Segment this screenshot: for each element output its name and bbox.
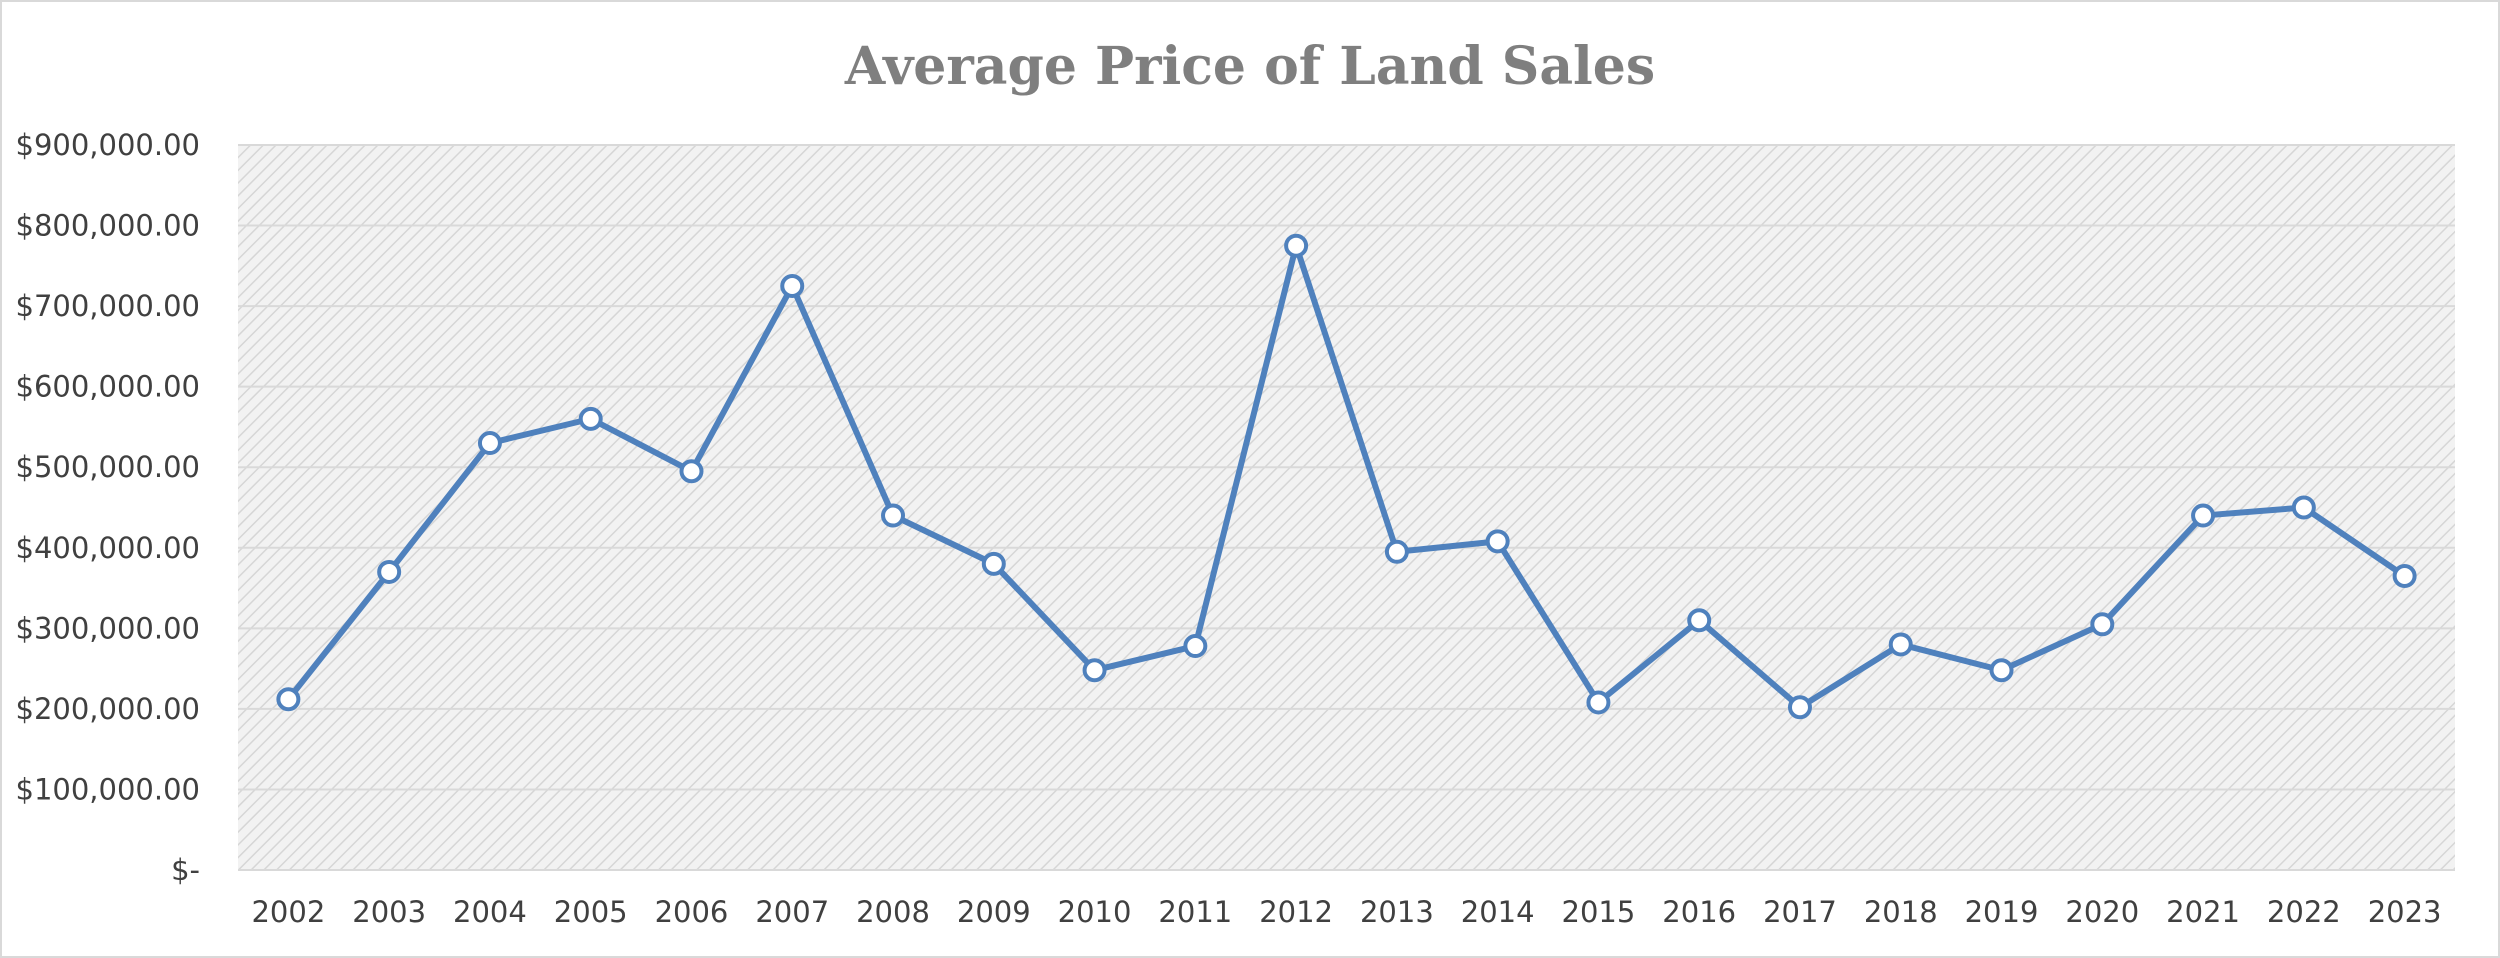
data-point-2002[interactable] xyxy=(276,687,301,712)
x-tick-label: 2008 xyxy=(856,895,930,929)
x-tick-label: 2013 xyxy=(1360,895,1434,929)
data-point-2017[interactable] xyxy=(1787,695,1812,720)
x-tick-label: 2018 xyxy=(1864,895,1938,929)
x-tick-label: 2004 xyxy=(453,895,527,929)
data-point-2005[interactable] xyxy=(578,406,603,431)
chart-title: Average Price of Land Sales xyxy=(844,36,1655,97)
data-point-2023[interactable] xyxy=(2392,563,2417,588)
data-point-2008[interactable] xyxy=(881,503,906,528)
data-point-2012[interactable] xyxy=(1284,233,1309,258)
x-tick-label: 2009 xyxy=(957,895,1031,929)
x-tick-label: 2016 xyxy=(1662,895,1736,929)
data-point-2013[interactable] xyxy=(1384,539,1409,564)
plot-area xyxy=(238,145,2455,870)
data-point-2011[interactable] xyxy=(1183,634,1208,659)
data-point-2009[interactable] xyxy=(981,551,1006,576)
y-tick-label: $400,000.00 xyxy=(16,531,201,565)
x-tick-label: 2006 xyxy=(655,895,729,929)
data-point-2019[interactable] xyxy=(1989,658,2014,683)
x-axis-tick-labels: 2002 2003 2004 2005 2006 2007 2008 2009 2010 2011… xyxy=(251,895,2441,929)
y-tick-label: $500,000.00 xyxy=(16,450,201,484)
y-tick-label: $900,000.00 xyxy=(16,128,201,162)
y-tick-label: $300,000.00 xyxy=(16,611,201,645)
x-tick-label: 2019 xyxy=(1965,895,2039,929)
x-tick-label: 2022 xyxy=(2267,895,2341,929)
data-point-2004[interactable] xyxy=(477,431,502,456)
x-tick-label: 2020 xyxy=(2065,895,2139,929)
x-tick-label: 2021 xyxy=(2166,895,2240,929)
x-tick-label: 2005 xyxy=(554,895,628,929)
data-point-2015[interactable] xyxy=(1586,690,1611,715)
y-tick-label: $700,000.00 xyxy=(16,289,201,323)
data-point-2020[interactable] xyxy=(2090,612,2115,637)
y-axis-tick-labels: $- $100,000.00 $200,000.00 $300,000.00 $400,… xyxy=(16,128,201,887)
data-point-2018[interactable] xyxy=(1888,632,1913,657)
data-point-2007[interactable] xyxy=(780,273,805,298)
series-line xyxy=(285,242,2408,711)
x-tick-label: 2002 xyxy=(251,895,325,929)
data-point-2014[interactable] xyxy=(1485,529,1510,554)
y-tick-label: $200,000.00 xyxy=(16,692,201,726)
data-point-2010[interactable] xyxy=(1082,658,1107,683)
series-group xyxy=(276,233,2417,720)
data-point-2021[interactable] xyxy=(2191,503,2216,528)
x-tick-label: 2015 xyxy=(1562,895,1636,929)
x-tick-label: 2007 xyxy=(755,895,829,929)
data-point-2022[interactable] xyxy=(2291,495,2316,520)
y-tick-label: $- xyxy=(171,853,200,887)
x-tick-label: 2014 xyxy=(1461,895,1535,929)
x-tick-label: 2023 xyxy=(2368,895,2442,929)
data-point-2003[interactable] xyxy=(377,559,402,584)
data-point-2006[interactable] xyxy=(679,459,704,484)
y-tick-label: $800,000.00 xyxy=(16,209,201,243)
x-tick-label: 2012 xyxy=(1259,895,1333,929)
x-tick-label: 2011 xyxy=(1158,895,1232,929)
gridlines xyxy=(238,144,2455,871)
x-tick-label: 2017 xyxy=(1763,895,1837,929)
x-tick-label: 2003 xyxy=(352,895,426,929)
data-point-2016[interactable] xyxy=(1687,608,1712,633)
x-tick-label: 2010 xyxy=(1058,895,1132,929)
y-tick-label: $100,000.00 xyxy=(16,772,201,806)
y-tick-label: $600,000.00 xyxy=(16,370,201,404)
